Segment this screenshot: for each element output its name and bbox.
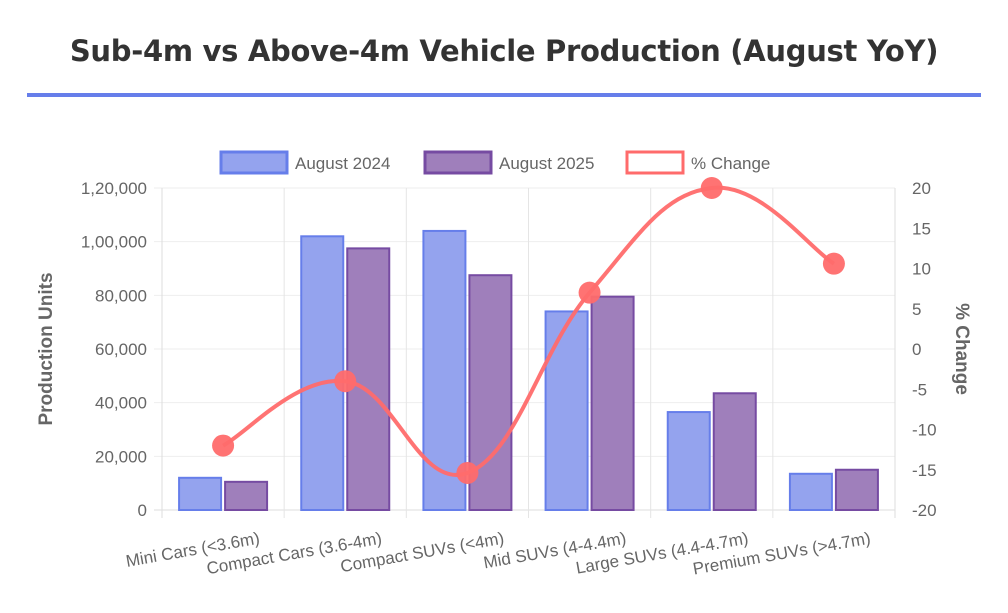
y-tick-label: 40,000 [95,394,147,413]
legend: August 2024 August 2025 % Change [219,150,770,175]
change-point[interactable] [456,461,479,484]
change-point[interactable] [578,281,601,304]
legend-label-august-2024: August 2024 [295,154,390,173]
bar-august-2025[interactable] [590,295,635,511]
page-title: Sub-4m vs Above-4m Vehicle Production (A… [69,34,939,68]
legend-item-august-2025[interactable]: August 2025 [423,150,594,175]
grid [154,187,896,518]
y2-tick-label: -5 [912,380,927,399]
legend-swatch-august-2024 [219,150,289,175]
y2-axis-title: % Change [951,303,972,395]
y-tick-label: 60,000 [95,340,147,359]
y2-tick-label: 15 [912,219,931,238]
legend-item-august-2024[interactable]: August 2024 [219,150,390,175]
bar-august-2024[interactable] [788,472,833,511]
bar-august-2024[interactable] [666,411,711,511]
y2-axis-ticks: -20 -15 -10 -5 0 5 10 15 20 [912,179,937,520]
y-tick-label: 20,000 [95,447,147,466]
legend-label-august-2025: August 2025 [499,154,594,173]
title-underline [27,93,981,97]
y2-tick-label: -20 [912,501,937,520]
legend-swatch-august-2025 [423,150,493,175]
change-point[interactable] [700,177,723,199]
change-point[interactable] [212,434,235,457]
y-tick-label: 1,00,000 [81,233,147,252]
y-tick-label: 80,000 [95,286,147,305]
bar-august-2025[interactable] [712,392,757,511]
legend-swatch-percent-change [625,150,685,175]
change-point[interactable] [822,252,845,275]
y-tick-label: 0 [138,501,147,520]
legend-label-percent-change: % Change [691,154,770,173]
y-tick-label: 1,20,000 [81,179,147,198]
y2-tick-label: 5 [912,300,921,319]
x-axis-ticks: Mini Cars (<3.6m)Compact Cars (3.6-4m)Co… [124,529,872,579]
y2-tick-label: 0 [912,340,921,359]
bar-august-2024[interactable] [544,310,589,511]
bar-august-2024[interactable] [300,235,345,512]
bar-august-2025[interactable] [224,480,269,512]
legend-item-percent-change[interactable]: % Change [625,150,770,175]
y2-tick-label: -10 [912,421,937,440]
y2-tick-label: 10 [912,260,931,279]
bars [178,229,879,512]
bar-august-2025[interactable] [834,468,879,511]
y-axis-title: Production Units [36,272,57,425]
bar-august-2024[interactable] [178,476,223,511]
y-axis-ticks: 0 20,000 40,000 60,000 80,000 1,00,000 1,20,00… [81,179,147,520]
change-point[interactable] [334,370,357,393]
y2-tick-label: 20 [912,179,931,198]
change-line-group [212,177,845,484]
y2-tick-label: -15 [912,461,937,480]
